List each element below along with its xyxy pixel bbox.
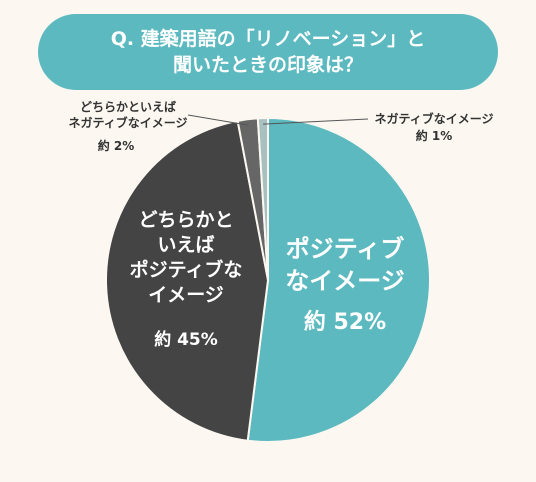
- slice-label-negative: ネガティブなイメージ: [374, 111, 493, 126]
- pie-slice-4: [256, 116, 269, 281]
- slice-value-neutral-positive: 約 45%: [154, 329, 218, 350]
- slice-label-positive: ポジティブなイメージ: [285, 235, 405, 295]
- title-line-2: 聞いたときの印象は？: [172, 54, 363, 76]
- slice-label-neutral-positive: どちらかといえばポジティブなイメージ: [130, 209, 243, 306]
- pie-slice-1: [246, 116, 431, 443]
- leader-line-negative: [263, 118, 369, 125]
- title-banner: Q. 建築用語の「リノベーション」と 聞いたときの印象は？: [38, 14, 498, 90]
- leader-line-neutral-negative: [187, 114, 249, 126]
- pie-slice-2: [105, 119, 270, 442]
- slice-value-positive: 約 52%: [304, 309, 386, 335]
- title-line-1: Q. 建築用語の「リノベーション」と: [110, 28, 426, 50]
- slice-value-negative: 約 1%: [416, 128, 453, 143]
- slice-value-neutral-negative: 約 2%: [98, 138, 135, 153]
- slice-label-neutral-negative: どちらかといえばネガティブなイメージ: [68, 99, 187, 130]
